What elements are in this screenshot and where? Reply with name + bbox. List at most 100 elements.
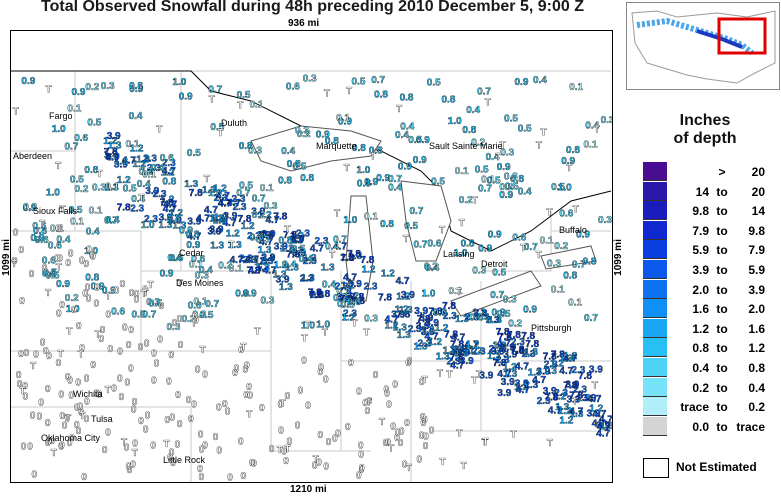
station-observation: 0	[74, 403, 80, 414]
station-observation: 0	[32, 469, 38, 480]
station-observation: 0.5	[504, 114, 518, 125]
station-observation: T	[482, 438, 488, 449]
station-observation: 0	[405, 358, 411, 369]
station-observation: 3.9	[348, 279, 362, 290]
station-observation: 1.3	[202, 185, 216, 196]
station-observation: 2.3	[300, 273, 314, 284]
legend-range-sep: to	[716, 419, 728, 434]
boundary-lines	[11, 70, 611, 482]
map-canvas[interactable]: 7.84.74.73.97.84.72.33.91.23.92.37.84.71…	[11, 31, 612, 482]
station-observation: 0.4	[281, 146, 295, 157]
station-observation: 0.2	[85, 82, 99, 93]
station-observation: 7.8	[450, 353, 464, 364]
station-observation: 2.3	[524, 380, 538, 391]
station-observation: 0	[75, 378, 81, 389]
legend-range-high: 1.2	[748, 341, 765, 356]
station-observation: 0	[326, 437, 332, 448]
station-observation: 0	[244, 361, 250, 372]
legend-range-low: trace	[680, 400, 709, 415]
station-observation: 0	[395, 428, 401, 439]
station-observation: 0.5	[404, 221, 418, 232]
station-observation: 3.9	[501, 377, 515, 388]
station-observation: T	[164, 439, 170, 450]
station-observation: 1.3	[108, 141, 122, 152]
station-observation: 7.8	[104, 147, 118, 158]
station-observation: 0.4	[168, 253, 182, 264]
station-observation: T	[240, 342, 246, 353]
legend-range-sep: to	[716, 380, 728, 395]
station-observation: 0	[175, 439, 181, 450]
legend-range-low: 0.8	[692, 341, 709, 356]
station-observation: 1.2	[472, 308, 486, 319]
station-observation: 0.1	[569, 82, 583, 93]
station-observation: 3.9	[582, 393, 596, 404]
station-observation: 0.8	[129, 81, 143, 92]
station-observation: 4.7	[218, 198, 232, 209]
station-observation: 7.8	[338, 287, 352, 298]
city-label-cedar: Cedar	[179, 248, 204, 258]
station-observation: 1.2	[130, 144, 144, 155]
station-observation: T	[141, 289, 147, 300]
station-observation: 1.2	[428, 337, 442, 348]
station-observation: 7.8	[283, 230, 297, 241]
map-title: Total Observed Snowfall during 48h prece…	[41, 0, 584, 15]
station-observation: 1.0	[343, 215, 357, 226]
station-observation: 0.9	[478, 243, 492, 254]
lake-ontario	[540, 245, 597, 270]
station-observation: 7.8	[247, 265, 261, 276]
station-observation: T	[440, 457, 446, 468]
station-observation: 1.3	[228, 240, 242, 251]
station-observation: 0.5	[239, 181, 253, 192]
station-observation: 0	[105, 428, 111, 439]
station-observation: 1.2	[362, 265, 376, 276]
station-observation: 0	[157, 335, 163, 346]
legend-range-high: 1.6	[748, 321, 765, 336]
city-label-pittsburgh: Pittsburgh	[531, 323, 572, 333]
station-observation: 0.4	[86, 226, 100, 237]
station-observation: 0	[169, 350, 175, 361]
station-observation: 3.9	[503, 350, 517, 361]
station-observation: 1.3	[213, 215, 227, 226]
station-observation: 0.4	[322, 279, 336, 290]
station-observation: 0	[47, 436, 53, 447]
station-observation: 0.7	[104, 215, 118, 226]
station-observation: 2.3	[147, 163, 161, 174]
station-observation: T	[209, 95, 215, 106]
station-observation: T	[148, 280, 154, 291]
snowfall-map[interactable]: 7.8 4.7 4.7 3.9 7.8 4.7 2.3 3.9 1.2 3.9 2.3 7.8 4.7 1…	[10, 30, 613, 483]
station-observation: 1.0	[46, 188, 60, 199]
station-observation: 1.3	[543, 366, 557, 377]
station-observation: 0	[165, 415, 171, 426]
station-observation: 0	[422, 415, 428, 426]
station-observation: 0.8	[563, 271, 577, 282]
station-observation: T	[13, 107, 19, 118]
station-observation: 7.8	[308, 288, 322, 299]
station-observation: 1.2	[342, 313, 356, 324]
station-observation: 4.7	[451, 332, 465, 343]
station-observation: 0.1	[67, 103, 81, 114]
station-observation: 1.0	[454, 248, 468, 259]
station-observation: T	[572, 396, 578, 407]
legend-range-label: 14 to 20	[673, 185, 773, 199]
station-observation: 0	[225, 406, 231, 417]
station-observation: 7.8	[569, 390, 583, 401]
station-observation: 0.9	[416, 135, 430, 146]
station-observation: 0	[56, 358, 62, 369]
station-observation: 1.2	[132, 159, 146, 170]
station-observation: 0	[298, 385, 304, 396]
station-observation: 0.8	[357, 179, 371, 190]
station-observation: 0.6	[42, 255, 56, 266]
station-observation: 0.6	[559, 209, 573, 220]
station-observation: 0	[281, 446, 287, 457]
station-observation: 7.8	[350, 292, 364, 303]
station-observation: 0	[68, 249, 74, 260]
station-observation: T	[39, 219, 45, 230]
station-observation: 7.8	[347, 249, 361, 260]
station-observation: 0	[384, 384, 390, 395]
station-observation: 3.9	[261, 253, 275, 264]
station-observation: 0	[150, 440, 156, 451]
station-observation: 0	[106, 310, 112, 321]
station-observation: T	[485, 97, 491, 108]
station-observation: 1.2	[552, 391, 566, 402]
station-observation: 0.2	[23, 202, 37, 213]
